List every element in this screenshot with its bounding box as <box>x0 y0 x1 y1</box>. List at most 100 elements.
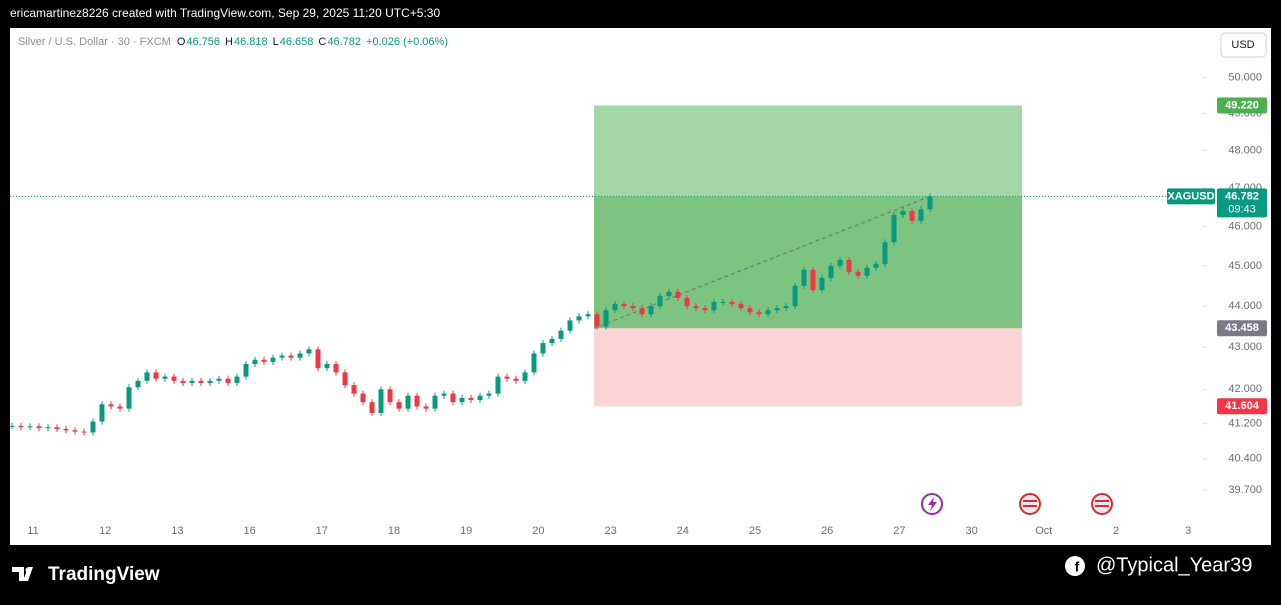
candle-body <box>396 402 402 409</box>
candle-body <box>486 393 492 396</box>
active-profit-zone <box>594 196 1022 329</box>
brand-logo <box>12 567 33 581</box>
entry-label-box <box>1217 320 1267 337</box>
x-tick-label: 30 <box>965 525 977 537</box>
candle-body <box>648 306 654 315</box>
x-tick-label: 27 <box>893 525 905 537</box>
logo-dot <box>25 567 31 573</box>
stop-label: 41.604 <box>1225 400 1260 412</box>
ohlc-value: 46.756 <box>186 36 220 48</box>
candle-body <box>387 389 393 403</box>
ohlc-value: 46.818 <box>234 36 268 48</box>
candle-body <box>378 389 384 413</box>
candle-body <box>27 426 33 428</box>
candle-body <box>540 343 546 354</box>
ohlc-key: O <box>177 36 186 48</box>
candle-body <box>252 359 258 364</box>
handle: @Typical_Year39 <box>1096 554 1252 576</box>
candle-body <box>63 428 69 431</box>
candle-body <box>684 297 690 307</box>
candle-body <box>351 385 357 394</box>
y-tick-label: 42.000 <box>1228 383 1262 395</box>
ohlc-value: 46.782 <box>327 36 361 48</box>
lightning <box>928 497 937 511</box>
event-icon[interactable] <box>1091 493 1113 515</box>
candle-body <box>504 376 510 379</box>
candle-body <box>756 312 762 315</box>
candle-body <box>630 306 636 309</box>
candle-body <box>873 263 879 268</box>
candle-body <box>180 380 186 383</box>
change: +0.026 (+0.06%) <box>366 36 448 48</box>
x-tick-label: 25 <box>749 525 761 537</box>
x-tick-label: 19 <box>460 525 472 537</box>
facebook-icon <box>1065 556 1085 576</box>
flag-stripe <box>1095 505 1109 507</box>
candle-body <box>54 427 60 429</box>
candle-body <box>432 395 438 409</box>
y-tick-label: 46.000 <box>1228 220 1262 232</box>
target-label: 49.220 <box>1225 99 1259 111</box>
candle-body <box>666 291 672 296</box>
x-tick-label: 3 <box>1185 525 1191 537</box>
candle-body <box>270 357 276 362</box>
y-tick-label: 48.000 <box>1228 144 1262 156</box>
x-tick-label: 18 <box>388 525 400 537</box>
candle-body <box>477 395 483 401</box>
x-tick-label: 26 <box>821 525 833 537</box>
countdown: 09:43 <box>1228 203 1256 215</box>
candle-body <box>657 295 663 307</box>
y-tick-label: 40.400 <box>1228 453 1262 465</box>
x-tick-label: 24 <box>677 525 689 537</box>
flag-stripe <box>1095 500 1109 502</box>
candle-body <box>99 404 105 422</box>
candle-body <box>774 308 780 311</box>
candle-body <box>729 302 735 305</box>
event-icon[interactable] <box>1019 493 1041 515</box>
candle-body <box>243 363 249 377</box>
y-tick-label: 44.000 <box>1228 300 1262 312</box>
x-tick-label: 23 <box>604 525 616 537</box>
ohlc-key: L <box>273 36 279 48</box>
candle-body <box>144 372 150 381</box>
currency-button[interactable] <box>1220 32 1267 58</box>
candle-body <box>612 304 618 311</box>
candle-body <box>927 196 933 210</box>
x-tick-label: 20 <box>532 525 544 537</box>
candle-body <box>783 306 789 309</box>
candle-body <box>918 209 924 221</box>
candle-body <box>288 355 294 358</box>
symbol-tag-box <box>1167 188 1215 205</box>
candle-body <box>450 393 456 403</box>
candle-body <box>846 259 852 272</box>
candle-body <box>459 397 465 403</box>
facebook-f: f <box>1075 559 1080 575</box>
candle-body <box>639 308 645 315</box>
y-tick-label: 43.000 <box>1228 341 1262 353</box>
candle-body <box>531 353 537 373</box>
candle-body <box>693 306 699 309</box>
ohlc-key: H <box>225 36 233 48</box>
candle-body <box>747 308 753 313</box>
candle-body <box>207 380 213 383</box>
candle-body <box>558 330 564 339</box>
candle-body <box>126 387 132 409</box>
candle-body <box>216 378 222 381</box>
stop-label-box <box>1217 398 1267 415</box>
candle-body <box>18 425 24 428</box>
brand: TradingView <box>48 564 160 585</box>
candle-body <box>324 363 330 369</box>
candle-body <box>135 380 141 388</box>
candle-body <box>513 378 519 381</box>
candle-body <box>792 285 798 307</box>
candle-body <box>297 353 303 358</box>
candle-body <box>369 402 375 413</box>
currency[interactable]: USD <box>1231 39 1254 51</box>
candle-body <box>117 406 123 409</box>
candle-body <box>819 277 825 290</box>
candle-body <box>855 271 861 276</box>
candle-body <box>261 359 267 362</box>
entry-label: 43.458 <box>1225 322 1259 334</box>
candle-body <box>891 214 897 243</box>
